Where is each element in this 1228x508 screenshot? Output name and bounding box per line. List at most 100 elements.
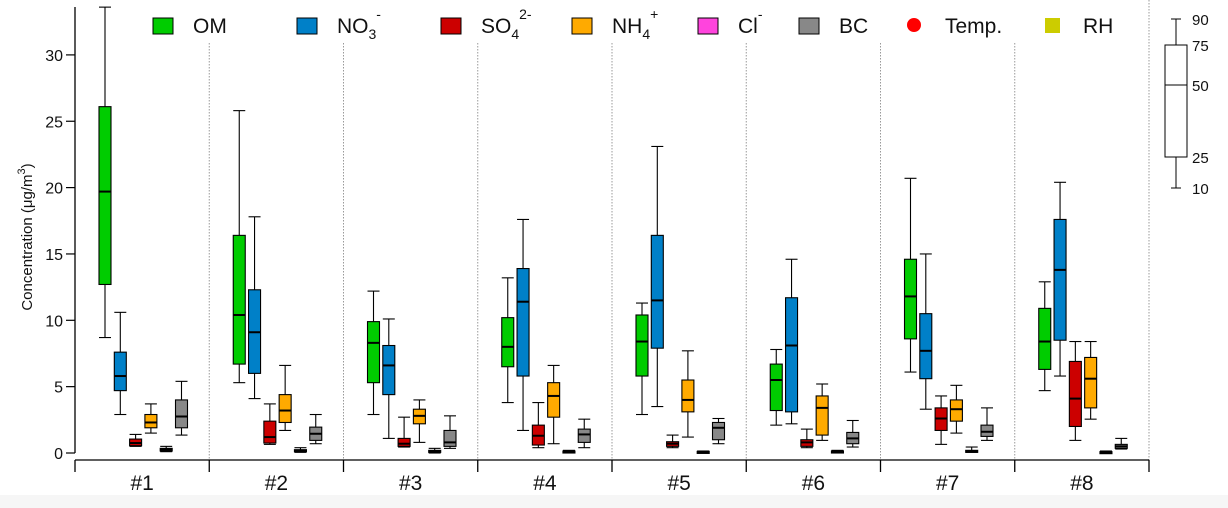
box-cl-1 — [159, 445, 173, 453]
box-body — [711, 421, 726, 441]
box-bc-7 — [980, 407, 994, 441]
x-tick-label: #6 — [802, 472, 825, 495]
x-tick-label: #7 — [936, 472, 959, 495]
box-so42-7 — [934, 395, 948, 445]
box-cl-3 — [428, 447, 442, 454]
box-body — [98, 106, 112, 286]
box-nh4-1 — [144, 403, 158, 434]
box-body — [397, 437, 411, 447]
box-cl-5 — [696, 450, 710, 454]
box-so42-2 — [263, 403, 277, 445]
box-om-6 — [769, 348, 783, 426]
box-bc-3 — [443, 415, 457, 449]
legend-label: SO42- — [481, 6, 532, 42]
box-bc-1 — [174, 380, 189, 436]
box-nh4-2 — [278, 364, 292, 431]
x-tick-label: #8 — [1070, 472, 1093, 495]
axes: Concentration (μg/m3) — [16, 7, 1149, 461]
legend-square-icon — [296, 17, 318, 35]
legend-square-icon — [152, 17, 174, 35]
box-no3-5 — [650, 145, 664, 408]
legend-square-icon — [440, 17, 462, 35]
box-body — [278, 394, 292, 424]
box-nh4-4 — [547, 364, 561, 445]
box-body — [366, 321, 381, 384]
box-no3-6 — [784, 258, 799, 425]
box-body — [113, 351, 127, 392]
box-om-8 — [1038, 281, 1052, 392]
y-tick-label: 30 — [45, 48, 63, 65]
y-axis-label: Concentration (μg/m3) — [16, 163, 36, 310]
box-body — [232, 234, 246, 365]
box-so42-6 — [800, 428, 814, 449]
key-box — [1164, 44, 1188, 158]
box-om-2 — [232, 110, 246, 384]
percentile-key: 90 75 50 25 10 — [1164, 12, 1209, 198]
box-nh4-8 — [1084, 340, 1098, 420]
key-label: 90 — [1192, 12, 1209, 29]
x-tick-label: #4 — [533, 472, 557, 495]
box-nh4-3 — [412, 399, 426, 443]
box-no3-2 — [248, 216, 262, 400]
box-om-1 — [98, 6, 112, 339]
y-tick-label: 0 — [54, 446, 63, 463]
box-cl-8 — [1099, 450, 1113, 455]
box-no3-7 — [919, 253, 933, 410]
y-tick-label: 5 — [54, 380, 63, 397]
legend: OM NO3- SO42- NH4+ Cl- BC Temp. RH — [152, 6, 1113, 42]
legend-item-rh: RH — [1045, 15, 1113, 38]
box-so42-5 — [666, 434, 680, 449]
boxes — [98, 6, 1128, 455]
box-so42-3 — [397, 416, 411, 448]
box-no3-3 — [382, 318, 396, 439]
box-so42-4 — [531, 402, 545, 449]
box-om-4 — [501, 277, 515, 404]
box-no3-8 — [1053, 181, 1067, 377]
x-tick-label: #5 — [667, 472, 690, 495]
box-body — [516, 267, 530, 377]
bottom-strip — [0, 495, 1228, 508]
box-bc-2 — [309, 413, 323, 445]
box-nh4-6 — [815, 383, 829, 441]
box-body — [635, 314, 649, 377]
legend-square-icon — [571, 17, 593, 35]
x-ticks: #1 #2 #3 #4 #5 #6 #7 #8 — [74, 460, 1150, 495]
box-nh4-7 — [949, 384, 963, 434]
legend-square-icon — [697, 17, 719, 35]
box-body — [174, 399, 189, 429]
box-body — [815, 395, 829, 436]
legend-label: Temp. — [945, 15, 1002, 38]
box-body — [501, 317, 515, 368]
legend-label: NH4+ — [612, 6, 658, 42]
legend-item-cl: Cl- — [697, 6, 763, 38]
legend-item-no: NO3- — [296, 6, 381, 42]
box-cl-7 — [965, 446, 979, 453]
box-bc-8 — [1114, 437, 1128, 450]
legend-item-bc: BC — [798, 15, 868, 38]
box-bc-5 — [711, 417, 726, 445]
box-nh4-5 — [681, 350, 695, 438]
box-no3-1 — [113, 311, 127, 416]
y-tick-label: 25 — [45, 114, 63, 131]
box-bc-4 — [577, 418, 591, 449]
box-body — [382, 344, 396, 396]
x-tick-label: #3 — [399, 472, 422, 495]
box-om-5 — [635, 302, 649, 416]
box-body — [443, 429, 457, 447]
box-body — [1068, 360, 1082, 428]
legend-label: OM — [193, 15, 227, 38]
y-ticks: 0 5 10 15 20 25 30 — [45, 48, 75, 463]
box-bc-6 — [846, 419, 860, 448]
legend-label: RH — [1083, 15, 1113, 38]
box-om-7 — [903, 177, 918, 373]
box-body — [1084, 356, 1098, 409]
legend-circle-icon — [907, 18, 921, 32]
box-body — [577, 428, 591, 443]
box-body — [650, 234, 664, 349]
key-label: 75 — [1192, 38, 1209, 55]
box-body — [919, 313, 933, 380]
box-om-3 — [366, 290, 381, 416]
key-label: 10 — [1192, 181, 1209, 198]
x-tick-label: #1 — [130, 472, 153, 495]
